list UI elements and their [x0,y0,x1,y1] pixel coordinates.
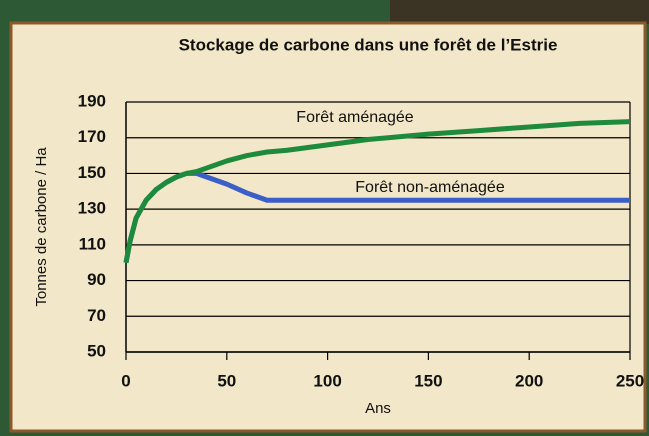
chart-title: Stockage de carbone dans une forêt de l’… [179,35,558,54]
y-tick-label: 170 [78,127,106,146]
chart: Stockage de carbone dans une forêt de l’… [0,0,649,436]
y-tick-label: 110 [79,234,106,253]
y-tick-label: 150 [78,163,106,182]
y-tick-label: 90 [87,270,106,289]
series-label: Forêt aménagée [296,109,414,126]
y-axis-label: Tonnes de carbone / Ha [33,147,50,307]
photo-corner [390,0,649,24]
x-tick-label: 50 [217,371,236,390]
y-tick-label: 130 [78,199,106,218]
series-label: Forêt non-aménagée [355,179,505,196]
x-tick-label: 150 [414,371,442,390]
x-tick-label: 0 [121,371,130,390]
panel [11,23,645,431]
x-tick-label: 250 [616,371,644,390]
x-tick-label: 200 [515,371,543,390]
y-tick-label: 70 [87,306,106,325]
x-axis-label: Ans [365,400,391,417]
y-tick-label: 190 [78,91,106,110]
x-tick-label: 100 [313,371,341,390]
y-tick-label: 50 [87,341,106,360]
